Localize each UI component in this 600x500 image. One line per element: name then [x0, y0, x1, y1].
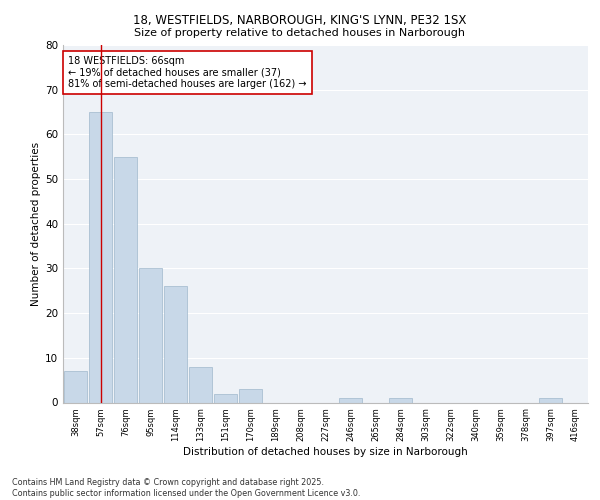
Text: Contains HM Land Registry data © Crown copyright and database right 2025.
Contai: Contains HM Land Registry data © Crown c…: [12, 478, 361, 498]
Bar: [139, 268, 162, 402]
Text: Size of property relative to detached houses in Narborough: Size of property relative to detached ho…: [134, 28, 466, 38]
Y-axis label: Number of detached properties: Number of detached properties: [31, 142, 41, 306]
Bar: [89, 112, 112, 403]
Bar: [114, 156, 137, 402]
Bar: [239, 389, 262, 402]
Bar: [64, 371, 87, 402]
Bar: [389, 398, 412, 402]
Text: 18 WESTFIELDS: 66sqm
← 19% of detached houses are smaller (37)
81% of semi-detac: 18 WESTFIELDS: 66sqm ← 19% of detached h…: [68, 56, 307, 89]
Bar: [164, 286, 187, 403]
Bar: [214, 394, 237, 402]
Bar: [539, 398, 562, 402]
Text: 18, WESTFIELDS, NARBOROUGH, KING'S LYNN, PE32 1SX: 18, WESTFIELDS, NARBOROUGH, KING'S LYNN,…: [133, 14, 467, 27]
X-axis label: Distribution of detached houses by size in Narborough: Distribution of detached houses by size …: [183, 447, 468, 457]
Bar: [339, 398, 362, 402]
Bar: [189, 367, 212, 402]
